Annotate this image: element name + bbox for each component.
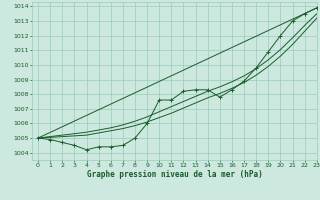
X-axis label: Graphe pression niveau de la mer (hPa): Graphe pression niveau de la mer (hPa) [86,170,262,179]
